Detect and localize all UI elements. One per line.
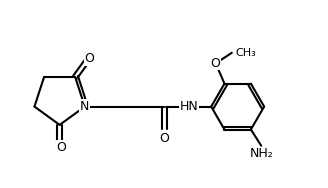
- Text: HN: HN: [180, 100, 198, 113]
- Text: O: O: [84, 52, 94, 65]
- Text: NH₂: NH₂: [249, 147, 273, 160]
- Text: CH₃: CH₃: [235, 48, 256, 58]
- Text: O: O: [56, 141, 66, 154]
- Text: O: O: [211, 57, 220, 70]
- Text: O: O: [159, 132, 169, 145]
- Text: N: N: [80, 100, 90, 113]
